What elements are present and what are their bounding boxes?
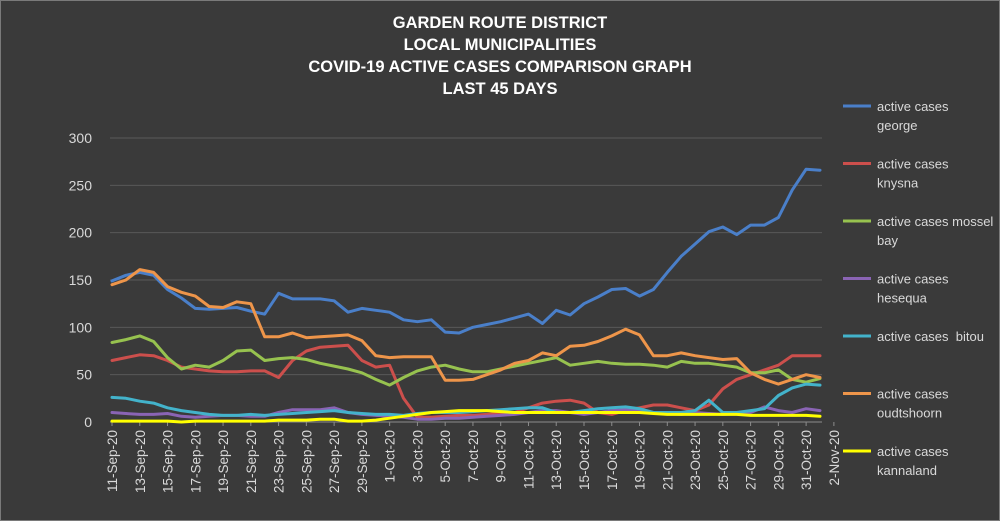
x-tick-label: 11-Oct-20 — [521, 430, 536, 489]
y-axis: 0 50 100 150 200 250 300 — [69, 130, 93, 430]
x-tick-label: 3-Oct-20 — [410, 430, 425, 483]
x-tick-label: 27-Sep-20 — [327, 430, 342, 493]
series-line-2 — [110, 334, 822, 387]
y-tick-label: 150 — [69, 272, 93, 288]
legend-label: active cases mossel bay — [877, 214, 993, 248]
y-tick-label: 100 — [69, 319, 93, 335]
chart-title-line-4: LAST 45 DAYS — [442, 80, 558, 98]
x-tick-label: 21-Oct-20 — [660, 430, 675, 490]
y-tick-label: 0 — [84, 414, 92, 430]
x-tick-label: 29-Sep-20 — [355, 430, 370, 493]
legend: active cases george active cases knysna acti… — [843, 99, 993, 478]
x-tick-label: 19-Sep-20 — [216, 430, 231, 493]
x-tick-label: 31-Oct-20 — [799, 430, 814, 490]
legend-label: active cases george — [877, 99, 949, 133]
x-tick-label: 13-Sep-20 — [133, 430, 148, 493]
x-tick-label: 13-Oct-20 — [549, 430, 564, 490]
series-lines — [110, 167, 822, 424]
y-tick-label: 300 — [69, 130, 93, 146]
x-tick-label: 17-Sep-20 — [188, 430, 203, 493]
y-tick-label: 250 — [69, 177, 93, 193]
legend-label: active cases knysna — [877, 157, 949, 191]
x-tick-label: 25-Oct-20 — [716, 430, 731, 490]
x-tick-label: 19-Oct-20 — [633, 430, 648, 490]
legend-label: active cases bitou — [877, 329, 984, 344]
x-axis: 11-Sep-20 13-Sep-20 15-Sep-20 17-Sep-20 19-S… — [105, 421, 842, 493]
legend-label: active cases kannaland — [877, 444, 949, 478]
x-tick-label: 15-Sep-20 — [161, 430, 176, 493]
chart-title: GARDEN ROUTE DISTRICT LOCAL MUNICIPALITI… — [0, 12, 1000, 100]
x-tick-label: 29-Oct-20 — [771, 430, 786, 490]
x-tick-label: 23-Sep-20 — [272, 430, 287, 493]
x-tick-label: 17-Oct-20 — [605, 430, 620, 490]
x-tick-label: 5-Oct-20 — [438, 430, 453, 483]
y-tick-label: 50 — [76, 367, 92, 383]
x-tick-label: 27-Oct-20 — [744, 430, 759, 490]
series-line-1 — [110, 343, 822, 419]
legend-label: active cases oudtshoorn — [877, 387, 949, 421]
x-tick-label: 7-Oct-20 — [466, 430, 481, 483]
x-tick-label: 21-Sep-20 — [244, 430, 259, 493]
x-tick-label: 25-Sep-20 — [299, 430, 314, 493]
series-line-5 — [110, 268, 822, 386]
x-tick-label: 15-Oct-20 — [577, 430, 592, 490]
x-tick-label: 2-Nov-20 — [827, 430, 842, 486]
y-tick-label: 200 — [69, 225, 93, 241]
series-line-0 — [110, 167, 822, 335]
legend-label: active cases hesequa — [877, 272, 949, 306]
chart-title-line-3: COVID-19 ACTIVE CASES COMPARISON GRAPH — [308, 58, 692, 76]
x-tick-label: 9-Oct-20 — [494, 430, 509, 483]
x-tick-label: 1-Oct-20 — [383, 430, 398, 483]
series-line-6 — [110, 409, 822, 424]
chart-title-line-1: GARDEN ROUTE DISTRICT — [392, 14, 608, 32]
x-tick-label: 23-Oct-20 — [688, 430, 703, 490]
chart-title-line-2: LOCAL MUNICIPALITIES — [403, 36, 597, 54]
x-tick-label: 11-Sep-20 — [105, 430, 120, 492]
